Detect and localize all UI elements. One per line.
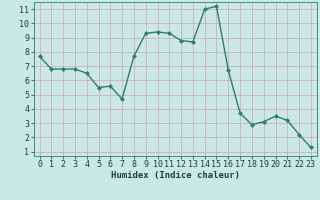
X-axis label: Humidex (Indice chaleur): Humidex (Indice chaleur): [111, 171, 240, 180]
